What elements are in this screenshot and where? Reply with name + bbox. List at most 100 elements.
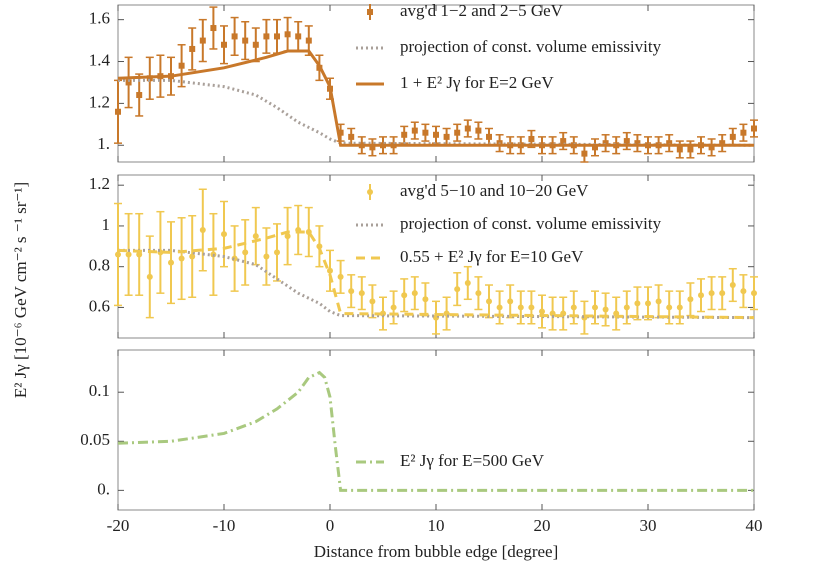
data-point: [740, 288, 747, 295]
data-point: [496, 304, 503, 311]
x-tick-label: 30: [640, 516, 657, 535]
data-point: [486, 133, 492, 140]
y-tick-label: 1.2: [89, 92, 110, 111]
data-point: [125, 251, 132, 258]
data-point: [369, 144, 376, 151]
series-line: [117, 230, 755, 320]
data-point: [687, 296, 694, 303]
data-point: [634, 140, 641, 147]
data-point: [464, 125, 471, 132]
data-point: [581, 150, 588, 157]
data-point: [263, 253, 270, 260]
y-tick-label: 0.: [97, 479, 110, 498]
data-point: [708, 144, 715, 151]
y-tick-label: 1.4: [89, 50, 111, 69]
data-point: [655, 298, 662, 305]
data-point: [528, 135, 535, 142]
data-point: [411, 127, 418, 134]
data-point: [242, 249, 249, 256]
data-point: [486, 298, 492, 305]
data-point: [231, 33, 238, 40]
data-point: [676, 146, 683, 153]
data-point: [189, 253, 196, 260]
data-point: [729, 133, 736, 140]
data-point: [602, 140, 609, 147]
y-tick-label: 0.6: [89, 296, 110, 315]
x-tick-label: 40: [746, 516, 763, 535]
data-point: [242, 37, 249, 44]
data-point: [454, 286, 461, 293]
data-point: [634, 300, 641, 307]
data-point: [507, 298, 514, 305]
data-point: [666, 140, 673, 147]
data-point: [337, 273, 344, 280]
y-axis-label: E² Jγ [10⁻⁶ GeV cm⁻² s ⁻¹ sr⁻¹]: [11, 182, 30, 398]
data-point: [348, 288, 355, 295]
data-point: [189, 45, 196, 52]
data-point: [666, 304, 673, 311]
y-tick-label: 0.8: [89, 256, 110, 275]
data-point: [751, 125, 757, 132]
data-point: [358, 290, 365, 297]
data-point: [592, 304, 598, 311]
data-point: [337, 129, 344, 136]
data-point: [284, 233, 291, 240]
y-tick-label: 0.1: [89, 381, 110, 400]
y-tick-label: 1.: [97, 134, 110, 153]
legend-symbol: [367, 9, 373, 15]
data-point: [178, 255, 185, 262]
data-point: [136, 251, 143, 258]
legend-label: E² Jγ for E=500 GeV: [400, 451, 545, 470]
data-point: [369, 298, 376, 305]
data-point: [115, 251, 121, 258]
data-point: [274, 249, 280, 256]
data-point: [719, 140, 726, 147]
data-point: [751, 290, 757, 297]
data-point: [687, 146, 694, 153]
data-point: [740, 129, 747, 136]
x-tick-label: -20: [107, 516, 130, 535]
data-point: [178, 62, 185, 69]
data-point: [401, 292, 408, 299]
data-point: [729, 282, 736, 289]
data-point: [136, 92, 143, 99]
data-point: [719, 290, 726, 297]
data-point: [464, 279, 471, 286]
data-point: [443, 133, 450, 140]
y-tick-label: 1.2: [89, 174, 110, 193]
legend-label: avg'd 5−10 and 10−20 GeV: [400, 181, 589, 200]
data-point: [623, 138, 630, 145]
data-point: [592, 144, 598, 151]
data-point: [433, 131, 439, 138]
data-point: [199, 37, 206, 44]
legend-label: 1 + E² Jγ for E=2 GeV: [400, 73, 554, 92]
series-line: [117, 370, 754, 492]
data-point: [146, 273, 153, 280]
data-point: [528, 304, 535, 311]
data-point: [252, 233, 259, 240]
legend-symbol: [367, 189, 373, 195]
y-tick-label: 1.6: [89, 9, 110, 28]
data-point: [602, 306, 609, 313]
data-point: [698, 292, 704, 299]
data-point: [676, 304, 683, 311]
data-point: [199, 227, 206, 234]
data-point: [274, 33, 280, 40]
data-point: [115, 108, 121, 115]
legend-label: projection of const. volume emissivity: [400, 214, 662, 233]
data-point: [284, 31, 291, 38]
y-tick-label: 1: [102, 215, 111, 234]
data-point: [221, 41, 227, 48]
legend-label: projection of const. volume emissivity: [400, 37, 662, 56]
legend-label: 0.55 + E² Jγ for E=10 GeV: [400, 247, 584, 266]
data-point: [560, 138, 567, 145]
data-point: [708, 290, 715, 297]
data-point: [517, 304, 524, 311]
data-point: [411, 290, 418, 297]
x-tick-label: 20: [534, 516, 551, 535]
series-line: [117, 49, 754, 147]
plot-frame: [117, 349, 755, 511]
data-point: [348, 133, 355, 140]
